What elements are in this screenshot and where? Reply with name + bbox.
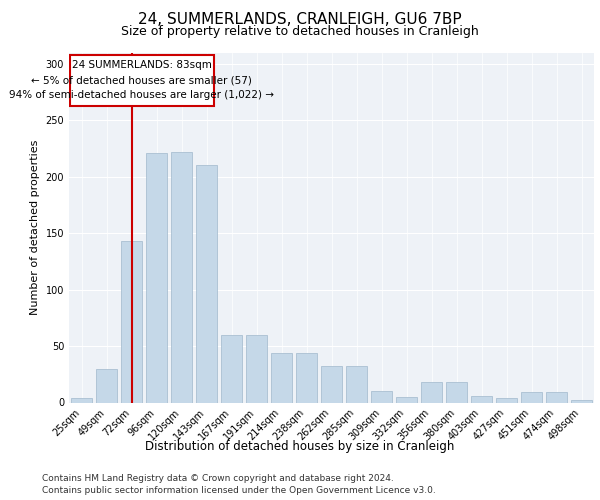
- Text: Contains HM Land Registry data © Crown copyright and database right 2024.: Contains HM Land Registry data © Crown c…: [42, 474, 394, 483]
- Bar: [421, 382, 442, 402]
- Bar: [146, 153, 167, 402]
- Bar: [171, 152, 192, 403]
- Bar: [71, 398, 92, 402]
- Text: Size of property relative to detached houses in Cranleigh: Size of property relative to detached ho…: [121, 25, 479, 38]
- Bar: [321, 366, 342, 402]
- FancyBboxPatch shape: [70, 55, 214, 106]
- Bar: [121, 241, 142, 402]
- Bar: [571, 400, 592, 402]
- Text: Contains public sector information licensed under the Open Government Licence v3: Contains public sector information licen…: [42, 486, 436, 495]
- Bar: [471, 396, 492, 402]
- Text: 24 SUMMERLANDS: 83sqm
← 5% of detached houses are smaller (57)
94% of semi-detac: 24 SUMMERLANDS: 83sqm ← 5% of detached h…: [9, 60, 274, 100]
- Bar: [371, 391, 392, 402]
- Y-axis label: Number of detached properties: Number of detached properties: [30, 140, 40, 315]
- Bar: [96, 368, 117, 402]
- Bar: [446, 382, 467, 402]
- Text: Distribution of detached houses by size in Cranleigh: Distribution of detached houses by size …: [145, 440, 455, 453]
- Bar: [496, 398, 517, 402]
- Bar: [221, 335, 242, 402]
- Bar: [271, 353, 292, 403]
- Bar: [246, 335, 267, 402]
- Bar: [546, 392, 567, 402]
- Bar: [296, 353, 317, 403]
- Bar: [196, 166, 217, 402]
- Bar: [521, 392, 542, 402]
- Text: 24, SUMMERLANDS, CRANLEIGH, GU6 7BP: 24, SUMMERLANDS, CRANLEIGH, GU6 7BP: [138, 12, 462, 28]
- Bar: [346, 366, 367, 402]
- Bar: [396, 397, 417, 402]
